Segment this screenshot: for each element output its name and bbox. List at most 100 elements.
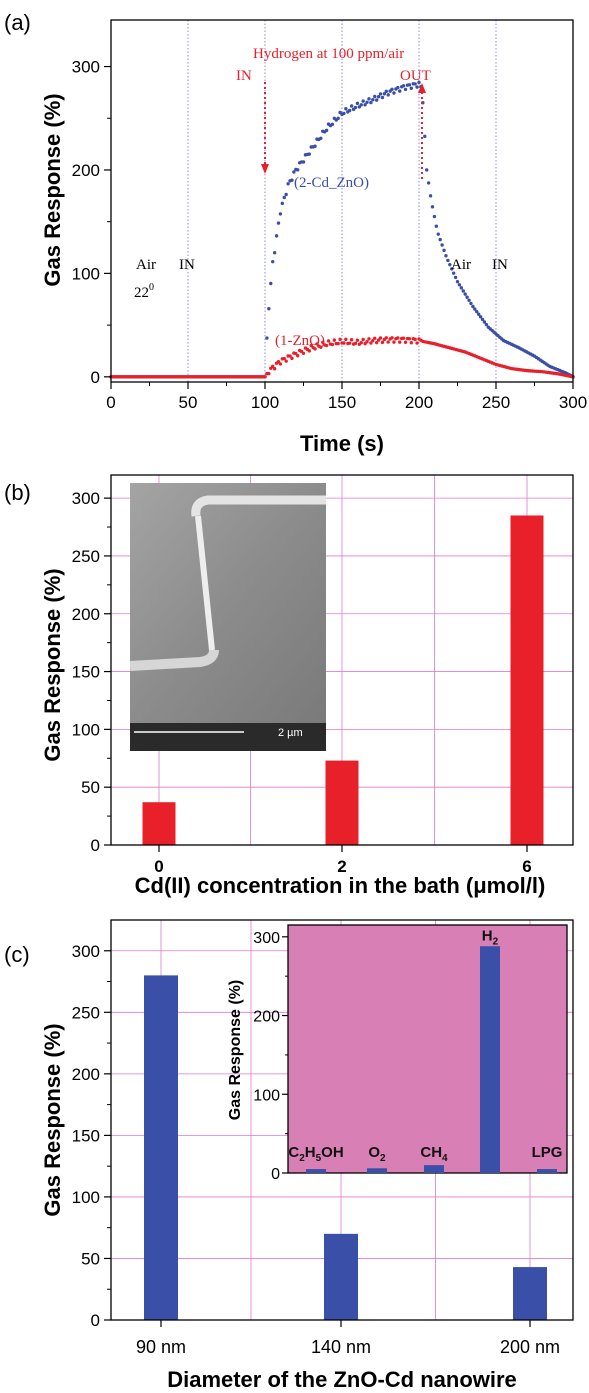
data-point: [436, 232, 440, 236]
gas-label-subscript: 5: [316, 1153, 322, 1164]
gas-label-part: CH: [420, 1144, 442, 1161]
series-1-zno: [109, 336, 575, 379]
inset-plot-area: [287, 924, 568, 1174]
x-tick-label: 2: [337, 857, 346, 876]
data-point: [313, 144, 317, 148]
bar: [142, 802, 176, 845]
panel-c-label: (c): [4, 942, 30, 967]
data-point: [409, 86, 413, 90]
panel-b-xlabel-text: Cd(II) concentration in the bath (μmol/l…: [135, 873, 546, 898]
data-point: [425, 168, 429, 172]
data-point: [353, 105, 358, 110]
bar: [325, 760, 359, 845]
inset-bar: [306, 1169, 326, 1173]
sem-inset: 2 µm: [129, 483, 326, 751]
panel-c-bars: [144, 975, 547, 1320]
y-tick-label: 300: [72, 942, 100, 961]
gas-in-arrow: [261, 82, 269, 174]
x-tick-label: 0: [106, 393, 115, 412]
gas-label-subscript: 2: [380, 1153, 386, 1164]
panel-b-label: (b): [4, 480, 31, 505]
sem-scale-label: 2 µm: [278, 727, 303, 739]
nanowire-top-arm: [191, 495, 326, 517]
data-point: [415, 85, 419, 89]
data-point: [276, 221, 281, 225]
inset-y-tick-label: 200: [253, 1009, 280, 1026]
data-point: [457, 283, 462, 287]
panel-a-label: (a): [4, 10, 31, 35]
inset-gas-label: H2: [482, 927, 499, 947]
inset-bars: [306, 946, 557, 1173]
nanowire-vertical: [195, 515, 215, 651]
x-tick-label: 200: [405, 393, 433, 412]
x-tick-label: 140 nm: [311, 1337, 371, 1357]
data-point: [401, 336, 406, 340]
data-point: [319, 345, 323, 349]
data-point: [440, 243, 444, 247]
data-point: [315, 342, 319, 346]
temperature-sup: 0: [149, 282, 154, 293]
data-point: [349, 104, 354, 108]
data-point: [413, 337, 417, 342]
data-point: [465, 295, 469, 299]
gas-label-part: H: [482, 927, 493, 944]
inset-gas-label: LPG: [532, 1144, 563, 1161]
data-point: [367, 97, 371, 101]
data-point: [326, 339, 331, 343]
data-point: [390, 87, 394, 92]
data-point: [290, 356, 294, 361]
data-point: [359, 103, 363, 107]
inset-y-tick-label: 100: [253, 1087, 280, 1104]
data-point: [369, 100, 373, 105]
data-point: [330, 122, 335, 127]
data-point: [321, 340, 325, 344]
data-point: [453, 275, 458, 280]
gas-label-part: LPG: [532, 1144, 563, 1161]
gas-label-subscript: 2: [493, 936, 499, 947]
panel-a-y-ticks: 0 100 200 300: [72, 58, 111, 387]
data-point: [444, 254, 448, 258]
data-point: [271, 259, 275, 264]
x-tick-label: 100: [251, 393, 279, 412]
data-point: [473, 307, 477, 311]
data-point: [396, 336, 400, 340]
data-point: [450, 267, 454, 271]
inset-y-tick-label: 300: [253, 930, 280, 947]
data-point: [396, 85, 400, 90]
data-point: [407, 83, 412, 87]
y-tick-label: 250: [72, 547, 100, 566]
x-tick-label: 0: [154, 857, 163, 876]
data-point: [374, 98, 379, 102]
y-tick-label: 100: [72, 1188, 100, 1207]
data-point: [459, 286, 464, 290]
data-point: [274, 234, 279, 238]
data-point: [455, 279, 460, 284]
y-tick-label: 0: [91, 836, 100, 855]
data-point: [355, 338, 360, 342]
data-point: [363, 103, 367, 107]
data-point: [386, 340, 390, 344]
data-point: [296, 168, 300, 172]
data-point: [313, 347, 317, 351]
data-point: [392, 91, 396, 95]
sem-image: [130, 483, 326, 723]
panel-a-grid: [187, 20, 497, 382]
data-point: [369, 341, 373, 345]
data-point: [438, 237, 442, 242]
gas-label-part: OH: [321, 1144, 344, 1161]
data-point: [401, 84, 406, 88]
inset-y-tick-label: 0: [271, 1166, 280, 1183]
data-point: [338, 337, 342, 342]
data-point: [403, 340, 408, 345]
y-tick-label: 300: [72, 489, 100, 508]
data-point: [342, 341, 346, 345]
data-point: [272, 367, 277, 371]
data-point: [365, 100, 369, 104]
panel-a-ylabel: Gas Response (%): [40, 93, 65, 286]
air-left-label: Air: [136, 257, 156, 273]
sem-scale-panel: [130, 723, 326, 751]
data-point: [330, 342, 335, 347]
data-point: [478, 315, 483, 319]
